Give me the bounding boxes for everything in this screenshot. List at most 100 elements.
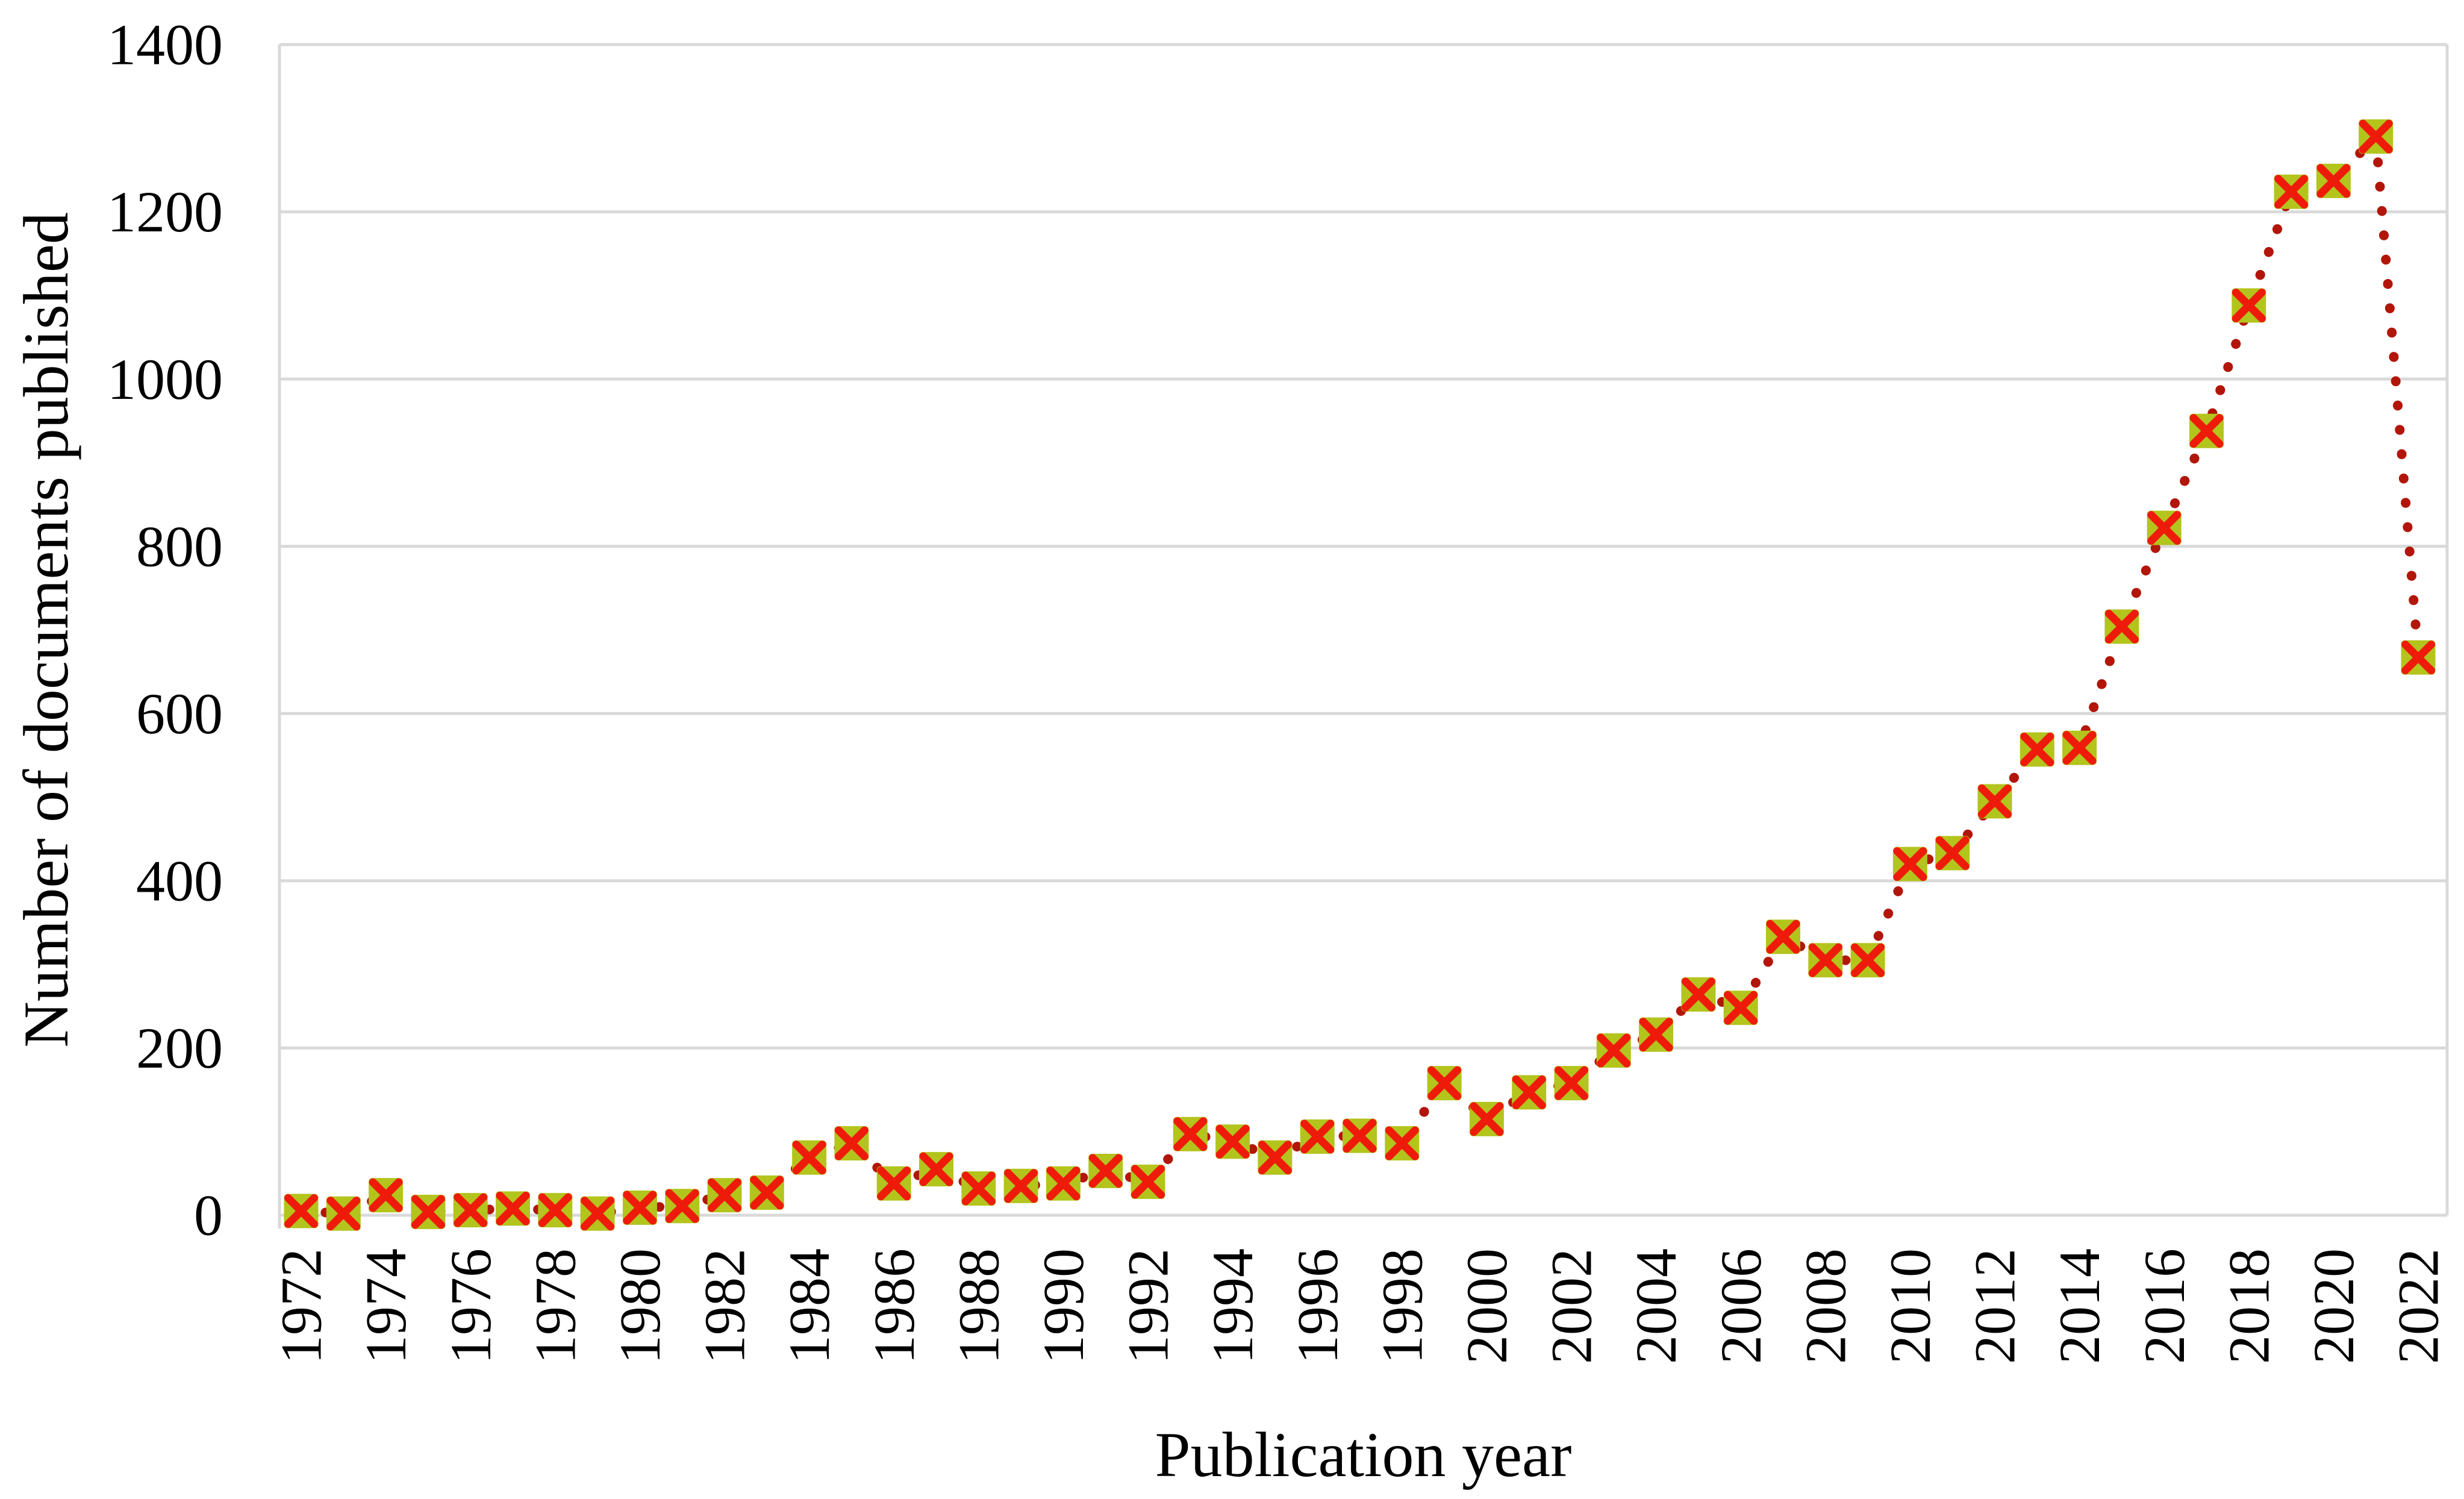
marker-x-stroke xyxy=(2359,119,2393,154)
marker-x-stroke xyxy=(1681,977,1715,1012)
marker-x-stroke xyxy=(2147,511,2182,545)
data-point-1985 xyxy=(834,1126,869,1161)
data-point-1977 xyxy=(496,1191,530,1226)
marker-x-stroke xyxy=(1639,1018,1673,1052)
marker-x-stroke xyxy=(326,1197,361,1231)
data-point-2013 xyxy=(2020,732,2054,767)
data-point-2008 xyxy=(1808,943,1843,978)
x-tick-label: 1996 xyxy=(1285,1248,1350,1364)
marker-x-stroke xyxy=(1300,1119,1335,1154)
x-tick-label: 1990 xyxy=(1031,1248,1096,1364)
x-tick-label: 1998 xyxy=(1370,1248,1434,1364)
marker-x-stroke xyxy=(1385,1126,1419,1160)
data-point-1998 xyxy=(1385,1126,1420,1161)
y-tick-label: 400 xyxy=(136,848,223,913)
y-axis-tick-labels: 0 200 400 600 800 1000 1200 1400 xyxy=(107,13,223,1248)
data-point-1989 xyxy=(1003,1168,1038,1203)
x-tick-label: 1994 xyxy=(1200,1248,1265,1364)
x-tick-label: 1976 xyxy=(438,1248,503,1364)
x-axis-tick-labels: 1972 1974 1976 1978 1980 1982 1984 1986 1988 1990… xyxy=(269,1248,2451,1364)
y-tick-label: 1000 xyxy=(107,347,223,412)
marker-x-stroke xyxy=(1978,784,2012,819)
data-point-2005 xyxy=(1681,977,1716,1012)
x-tick-label: 1972 xyxy=(269,1248,334,1364)
data-point-1993 xyxy=(1173,1116,1208,1151)
data-point-1980 xyxy=(622,1191,657,1225)
x-tick-label: 2006 xyxy=(1709,1248,1773,1364)
x-tick-label: 2002 xyxy=(1539,1248,1604,1364)
marker-x-stroke xyxy=(665,1189,699,1223)
marker-x-stroke xyxy=(750,1175,784,1210)
y-tick-label: 800 xyxy=(136,514,223,578)
x-tick-label: 2022 xyxy=(2386,1248,2451,1364)
marker-x-stroke xyxy=(1470,1102,1504,1136)
x-tick-label: 2010 xyxy=(1878,1248,1942,1364)
marker-x-stroke xyxy=(496,1191,530,1225)
y-axis-title: Number of documents published xyxy=(11,212,81,1048)
data-point-2017 xyxy=(2189,413,2224,448)
marker-x-stroke xyxy=(581,1197,615,1231)
x-tick-label: 1982 xyxy=(693,1248,757,1364)
data-point-2000 xyxy=(1469,1101,1504,1136)
marker-x-stroke xyxy=(1555,1066,1588,1100)
x-tick-label: 1978 xyxy=(523,1248,587,1364)
marker-x-stroke xyxy=(1173,1117,1208,1151)
data-point-2018 xyxy=(2232,288,2266,323)
marker-x-stroke xyxy=(1935,836,1970,871)
data-point-1984 xyxy=(792,1140,827,1175)
x-tick-label: 1986 xyxy=(862,1248,926,1364)
data-point-1973 xyxy=(326,1196,361,1231)
data-point-2010 xyxy=(1892,847,1927,881)
x-tick-label: 1988 xyxy=(946,1248,1011,1364)
marker-x-stroke xyxy=(1427,1066,1462,1100)
data-point-1997 xyxy=(1343,1118,1377,1153)
marker-x-stroke xyxy=(2316,164,2351,198)
marker-x-stroke xyxy=(1597,1033,1631,1068)
data-point-2011 xyxy=(1935,836,1970,871)
x-tick-label: 2004 xyxy=(1624,1248,1688,1364)
marker-x-stroke xyxy=(2232,289,2266,323)
data-point-1990 xyxy=(1046,1166,1081,1201)
marker-x-stroke xyxy=(2020,732,2054,766)
data-point-1995 xyxy=(1258,1140,1293,1175)
data-point-2012 xyxy=(1977,784,2012,819)
x-axis-title: Publication year xyxy=(1155,1419,1572,1490)
data-point-2006 xyxy=(1723,990,1758,1025)
marker-x-stroke xyxy=(454,1193,488,1227)
marker-x-stroke xyxy=(1851,943,1885,977)
data-point-2002 xyxy=(1554,1066,1589,1101)
marker-x-stroke xyxy=(1131,1165,1165,1199)
data-point-2009 xyxy=(1850,943,1885,978)
marker-x-stroke xyxy=(1004,1169,1038,1203)
marker-x-stroke xyxy=(411,1195,445,1229)
marker-x-stroke xyxy=(1215,1124,1250,1159)
data-point-1974 xyxy=(369,1178,404,1213)
data-point-1991 xyxy=(1088,1153,1123,1188)
data-point-1986 xyxy=(876,1166,911,1201)
x-tick-label: 2020 xyxy=(2301,1248,2366,1364)
x-tick-label: 1974 xyxy=(354,1248,418,1364)
marker-x-stroke xyxy=(284,1194,318,1228)
data-point-1994 xyxy=(1215,1124,1250,1159)
marker-x-stroke xyxy=(2062,731,2097,765)
data-point-2016 xyxy=(2147,510,2182,545)
data-point-2004 xyxy=(1639,1017,1674,1052)
data-point-1999 xyxy=(1427,1066,1462,1101)
marker-x-stroke xyxy=(1893,847,1927,881)
marker-x-stroke xyxy=(834,1126,869,1160)
marker-x-stroke xyxy=(369,1178,403,1212)
data-point-1983 xyxy=(749,1175,784,1210)
data-point-1978 xyxy=(538,1193,573,1228)
data-point-2014 xyxy=(2062,730,2097,765)
marker-x-stroke xyxy=(623,1191,657,1225)
marker-x-stroke xyxy=(2189,414,2224,448)
y-tick-label: 0 xyxy=(194,1183,223,1248)
data-point-2022 xyxy=(2401,640,2436,675)
data-point-1979 xyxy=(580,1196,615,1231)
y-tick-label: 200 xyxy=(136,1016,223,1080)
marker-x-stroke xyxy=(1046,1166,1081,1201)
data-point-1987 xyxy=(919,1152,953,1187)
data-point-2021 xyxy=(2359,119,2394,154)
